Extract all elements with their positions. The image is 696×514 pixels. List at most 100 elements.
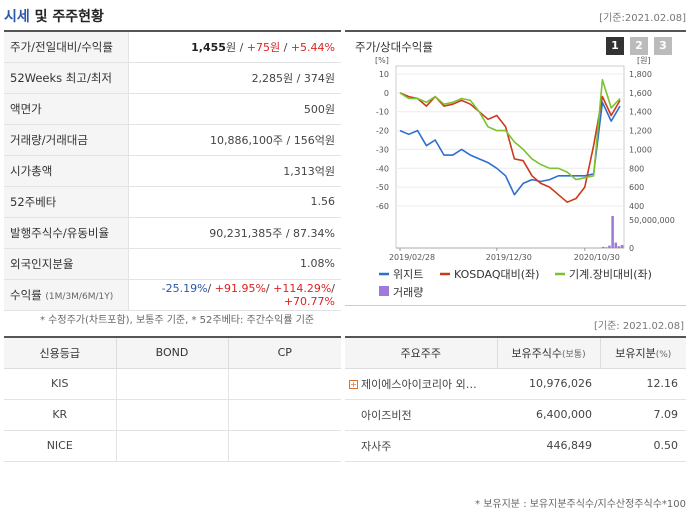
table-row: KR (4, 399, 341, 431)
table-row: KIS (4, 368, 341, 400)
table-row: 액면가 500원 (4, 93, 341, 125)
par-value: 500원 (128, 93, 341, 125)
legend-label: 거래량 (393, 286, 423, 299)
price-value: 1,455원 / +75원 / +5.44% (128, 31, 341, 63)
right-tick-label: 1,800 (629, 70, 652, 79)
range-label: 52Weeks 최고/최저 (4, 62, 129, 94)
shares-label: 발행주식수/유동비율 (4, 217, 129, 249)
shareholder-name: 아이즈비전 (345, 399, 497, 431)
chart-tab-3[interactable]: 3 (654, 37, 672, 55)
par-label: 액면가 (4, 93, 129, 125)
col-bond: BOND (116, 337, 229, 369)
volume-value: 10,886,100주 / 156억원 (128, 124, 341, 156)
x-tick-label: 2019/02/28 (389, 253, 435, 262)
table-row: 아이즈비전 6,400,000 7.09 (345, 399, 686, 431)
beta-label: 52주베타 (4, 186, 129, 218)
col-shareholder: 주요주주 (345, 337, 498, 369)
table-row: 외국인지분율 1.08% (4, 248, 341, 280)
price-summary-table: 주가/전일대비/수익률 1,455원 / +75원 / +5.44% 52Wee… (4, 30, 341, 311)
volume-bars (601, 216, 624, 248)
cp-rating (228, 430, 341, 462)
expand-plus-icon[interactable]: + (349, 379, 358, 389)
right-tick-label: 1,200 (629, 127, 652, 136)
volume-tick-label: 0 (629, 244, 634, 253)
foreign-value: 1.08% (128, 248, 341, 280)
shares-value: 90,231,385주 / 87.34% (128, 217, 341, 249)
credit-rating-table: 신용등급 BOND CP KIS KR NICE (4, 336, 341, 462)
cp-rating (228, 399, 341, 431)
returns-6m: +114.29% (273, 281, 332, 295)
legend-swatch (379, 286, 389, 296)
footnote-adjusted: * 수정주가(차트포함), 보통주 기준, * 52주베타: 주간수익률 기준 (40, 315, 315, 326)
volume-label: 거래량/거래대금 (4, 124, 129, 156)
legend-label: KOSDAQ대비(좌) (454, 268, 539, 281)
volume-bar (608, 245, 611, 248)
relative-return-chart: [%] [원] 10 0 -10 -20 -30 -40 -50 -60 1,800 1,600 1,4… (375, 56, 675, 299)
returns-1y: +70.77% (283, 294, 335, 308)
left-tick-label: 10 (379, 70, 389, 79)
volume-bar (617, 246, 621, 248)
chart-period-buttons: 1 2 3 (606, 37, 672, 55)
chart-series (399, 78, 621, 203)
change-unit: 원 (270, 40, 281, 54)
left-tick-label: -50 (376, 183, 389, 192)
right-tick-label: 1,000 (629, 145, 652, 154)
right-axis-unit: [원] (637, 56, 651, 65)
cp-rating (228, 368, 341, 400)
shareholder-pct: 12.16 (600, 368, 686, 400)
col-credit: 신용등급 (4, 337, 117, 369)
table-row: 주가/전일대비/수익률 1,455원 / +75원 / +5.44% (4, 31, 341, 63)
chart-panel: 주가/상대수익률 1 2 3 [%] [원] 10 0 -10 -20 -30 -40 -50-… (345, 30, 686, 306)
legend-label: 기계.장비대비(좌) (569, 268, 652, 281)
returns-value: -25.19%/ +91.95%/ +114.29%/ +70.77% (128, 279, 341, 311)
col-shares: 보유주식수(보통) (497, 337, 601, 369)
price-change: +75 (246, 40, 270, 54)
col-shares-label: 보유주식수 (511, 346, 562, 360)
table-row: 수익률 (1M/3M/6M/1Y) -25.19%/ +91.95%/ +114… (4, 279, 341, 311)
section-title-accent: 시세 (4, 9, 30, 25)
col-shares-unit: (보통) (562, 349, 586, 360)
price-unit: 원 (225, 40, 237, 54)
returns-label-text: 수익률 (10, 287, 42, 302)
right-tick-label: 800 (629, 164, 644, 173)
x-tick-label: 2020/10/30 (574, 253, 620, 262)
section-header: 시세 및 주주현황 [기준:2021.02.08] (0, 0, 696, 30)
shareholder-name-text: 제이에스아이코리아 외… (361, 377, 477, 391)
shareholder-shares: 6,400,000 (497, 399, 600, 431)
bond-rating (116, 368, 229, 400)
col-pct-unit: (%) (655, 349, 672, 360)
table-row: 발행주식수/유동비율 90,231,385주 / 87.34% (4, 217, 341, 249)
foreign-label: 외국인지분율 (4, 248, 129, 280)
chart-axes: [%] [원] 10 0 -10 -20 -30 -40 -50 -60 1,800 1,600 1,4… (375, 56, 675, 262)
chart-title: 주가/상대수익률 (355, 40, 433, 54)
price-label: 주가/전일대비/수익률 (4, 31, 129, 63)
left-tick-label: -20 (376, 127, 389, 136)
left-tick-label: -40 (376, 164, 389, 173)
volume-bar (620, 245, 624, 248)
basis-date: [기준:2021.02.08] (599, 13, 686, 24)
shareholder-table: 주요주주 보유주식수(보통) 보유지분(%) + 제이에스아이코리아 외… 10,… (345, 336, 686, 462)
range-value: 2,285원 / 374원 (128, 62, 341, 94)
table-header-row: 신용등급 BOND CP (4, 337, 341, 369)
shareholder-name[interactable]: + 제이에스아이코리아 외… (345, 368, 497, 400)
x-tick-label: 2019/12/30 (486, 253, 532, 262)
col-cp: CP (228, 337, 341, 369)
returns-1m: -25.19% (161, 281, 208, 295)
chart-tab-2[interactable]: 2 (630, 37, 648, 55)
chart-tab-1[interactable]: 1 (606, 37, 624, 55)
shareholder-pct: 0.50 (600, 430, 686, 462)
volume-bar (611, 216, 614, 248)
current-price: 1,455 (191, 40, 226, 54)
mktcap-label: 시가총액 (4, 155, 129, 187)
section-title: 시세 및 주주현황 (4, 6, 104, 26)
table-header-row: 주요주주 보유주식수(보통) 보유지분(%) (345, 337, 686, 369)
volume-tick-label: 50,000,000 (629, 216, 675, 225)
bond-rating (116, 399, 229, 431)
shareholder-name: 자사주 (345, 430, 497, 462)
agency-name: NICE (4, 430, 117, 462)
left-axis-unit: [%] (375, 56, 389, 65)
footnote-holding: * 보유지분 : 보유지분주식수/지수산정주식수*100 (475, 499, 686, 510)
right-tick-label: 400 (629, 202, 644, 211)
shareholder-shares: 10,976,026 (497, 368, 600, 400)
col-pct: 보유지분(%) (600, 337, 686, 369)
